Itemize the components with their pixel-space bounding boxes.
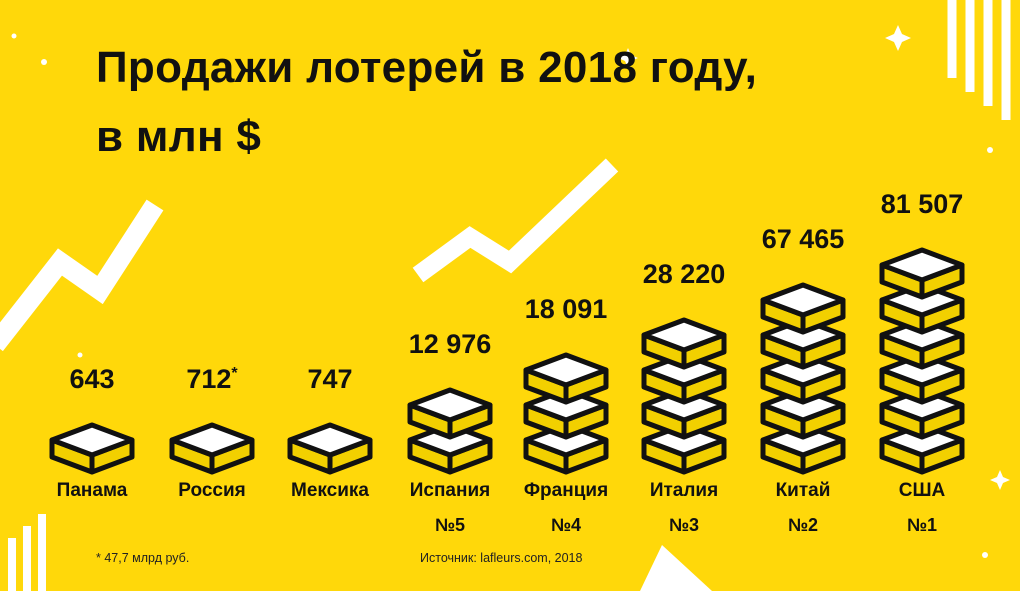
bar-block [760,422,846,475]
category-label: Франция [524,480,608,501]
data-label-value: 28 220 [643,259,726,289]
data-label: 18 091 [525,294,608,324]
category-label: Италия [650,480,718,501]
bar-block [49,422,135,475]
bar-block [879,317,965,370]
bar-block [641,352,727,405]
dot [11,33,17,39]
rank-label: №4 [551,515,581,535]
bar [169,422,255,475]
rank-label: №2 [788,515,818,535]
bar-block [407,422,493,475]
data-label: 28 220 [643,259,726,289]
data-label: 12 976 [409,329,492,359]
dot [41,59,47,65]
data-label: 747 [307,364,352,394]
chart-title-unit: в млн $ [96,112,262,161]
data-label-value: 18 091 [525,294,608,324]
data-label-value: 643 [69,364,114,394]
bar-block [760,282,846,335]
data-label: 712* [186,364,238,394]
source-note: Источник: lafleurs.com, 2018 [420,551,583,565]
bar-block [641,422,727,475]
bar-block [760,387,846,440]
sparkle [990,470,1010,490]
zigzag-center [412,158,619,283]
bar-block [287,422,373,475]
bar [760,282,846,475]
data-label: 81 507 [881,189,964,219]
bar-block [407,387,493,440]
rank-label: №5 [435,515,465,535]
stripes-top-right [947,0,1011,120]
category-label: США [899,480,946,501]
data-label-value: 67 465 [762,224,845,254]
category-label: Панама [57,480,128,501]
bar-block [760,352,846,405]
rank-label: №1 [907,515,937,535]
chart-title: Продажи лотерей в 2018 году, [96,43,758,92]
rank-label: №3 [669,515,699,535]
bar-block [169,422,255,475]
corner-shape-bottom [640,545,712,591]
category-label: Россия [178,480,245,501]
bar-block [523,387,609,440]
dot [987,147,993,153]
category-label: Испания [410,480,491,501]
dot [77,352,83,358]
category-label: Китай [776,480,831,501]
data-label-value: 747 [307,364,352,394]
data-label-value: 12 976 [409,329,492,359]
bar-block [879,352,965,405]
footnote: * 47,7 млрд руб. [96,551,190,565]
bar-block [879,422,965,475]
zigzag-left [0,199,164,352]
data-label: 67 465 [762,224,845,254]
bar [523,352,609,475]
bar [49,422,135,475]
bar [641,317,727,475]
bar [407,387,493,475]
bar [879,247,965,475]
footnote-marker: * [231,365,238,382]
data-label-value: 81 507 [881,189,964,219]
data-label: 643 [69,364,114,394]
bar-block [879,282,965,335]
bar-block [523,422,609,475]
bar-block [523,352,609,405]
bar-block [760,317,846,370]
data-label-value: 712 [186,364,231,394]
sparkle [885,25,911,51]
bar-block [879,387,965,440]
bar-block [641,317,727,370]
bar [287,422,373,475]
stripes-bottom-left [8,514,46,591]
category-label: Мексика [291,480,369,501]
bar-block [879,247,965,300]
bar-block [641,387,727,440]
dot [982,552,988,558]
sparkle [618,48,638,68]
